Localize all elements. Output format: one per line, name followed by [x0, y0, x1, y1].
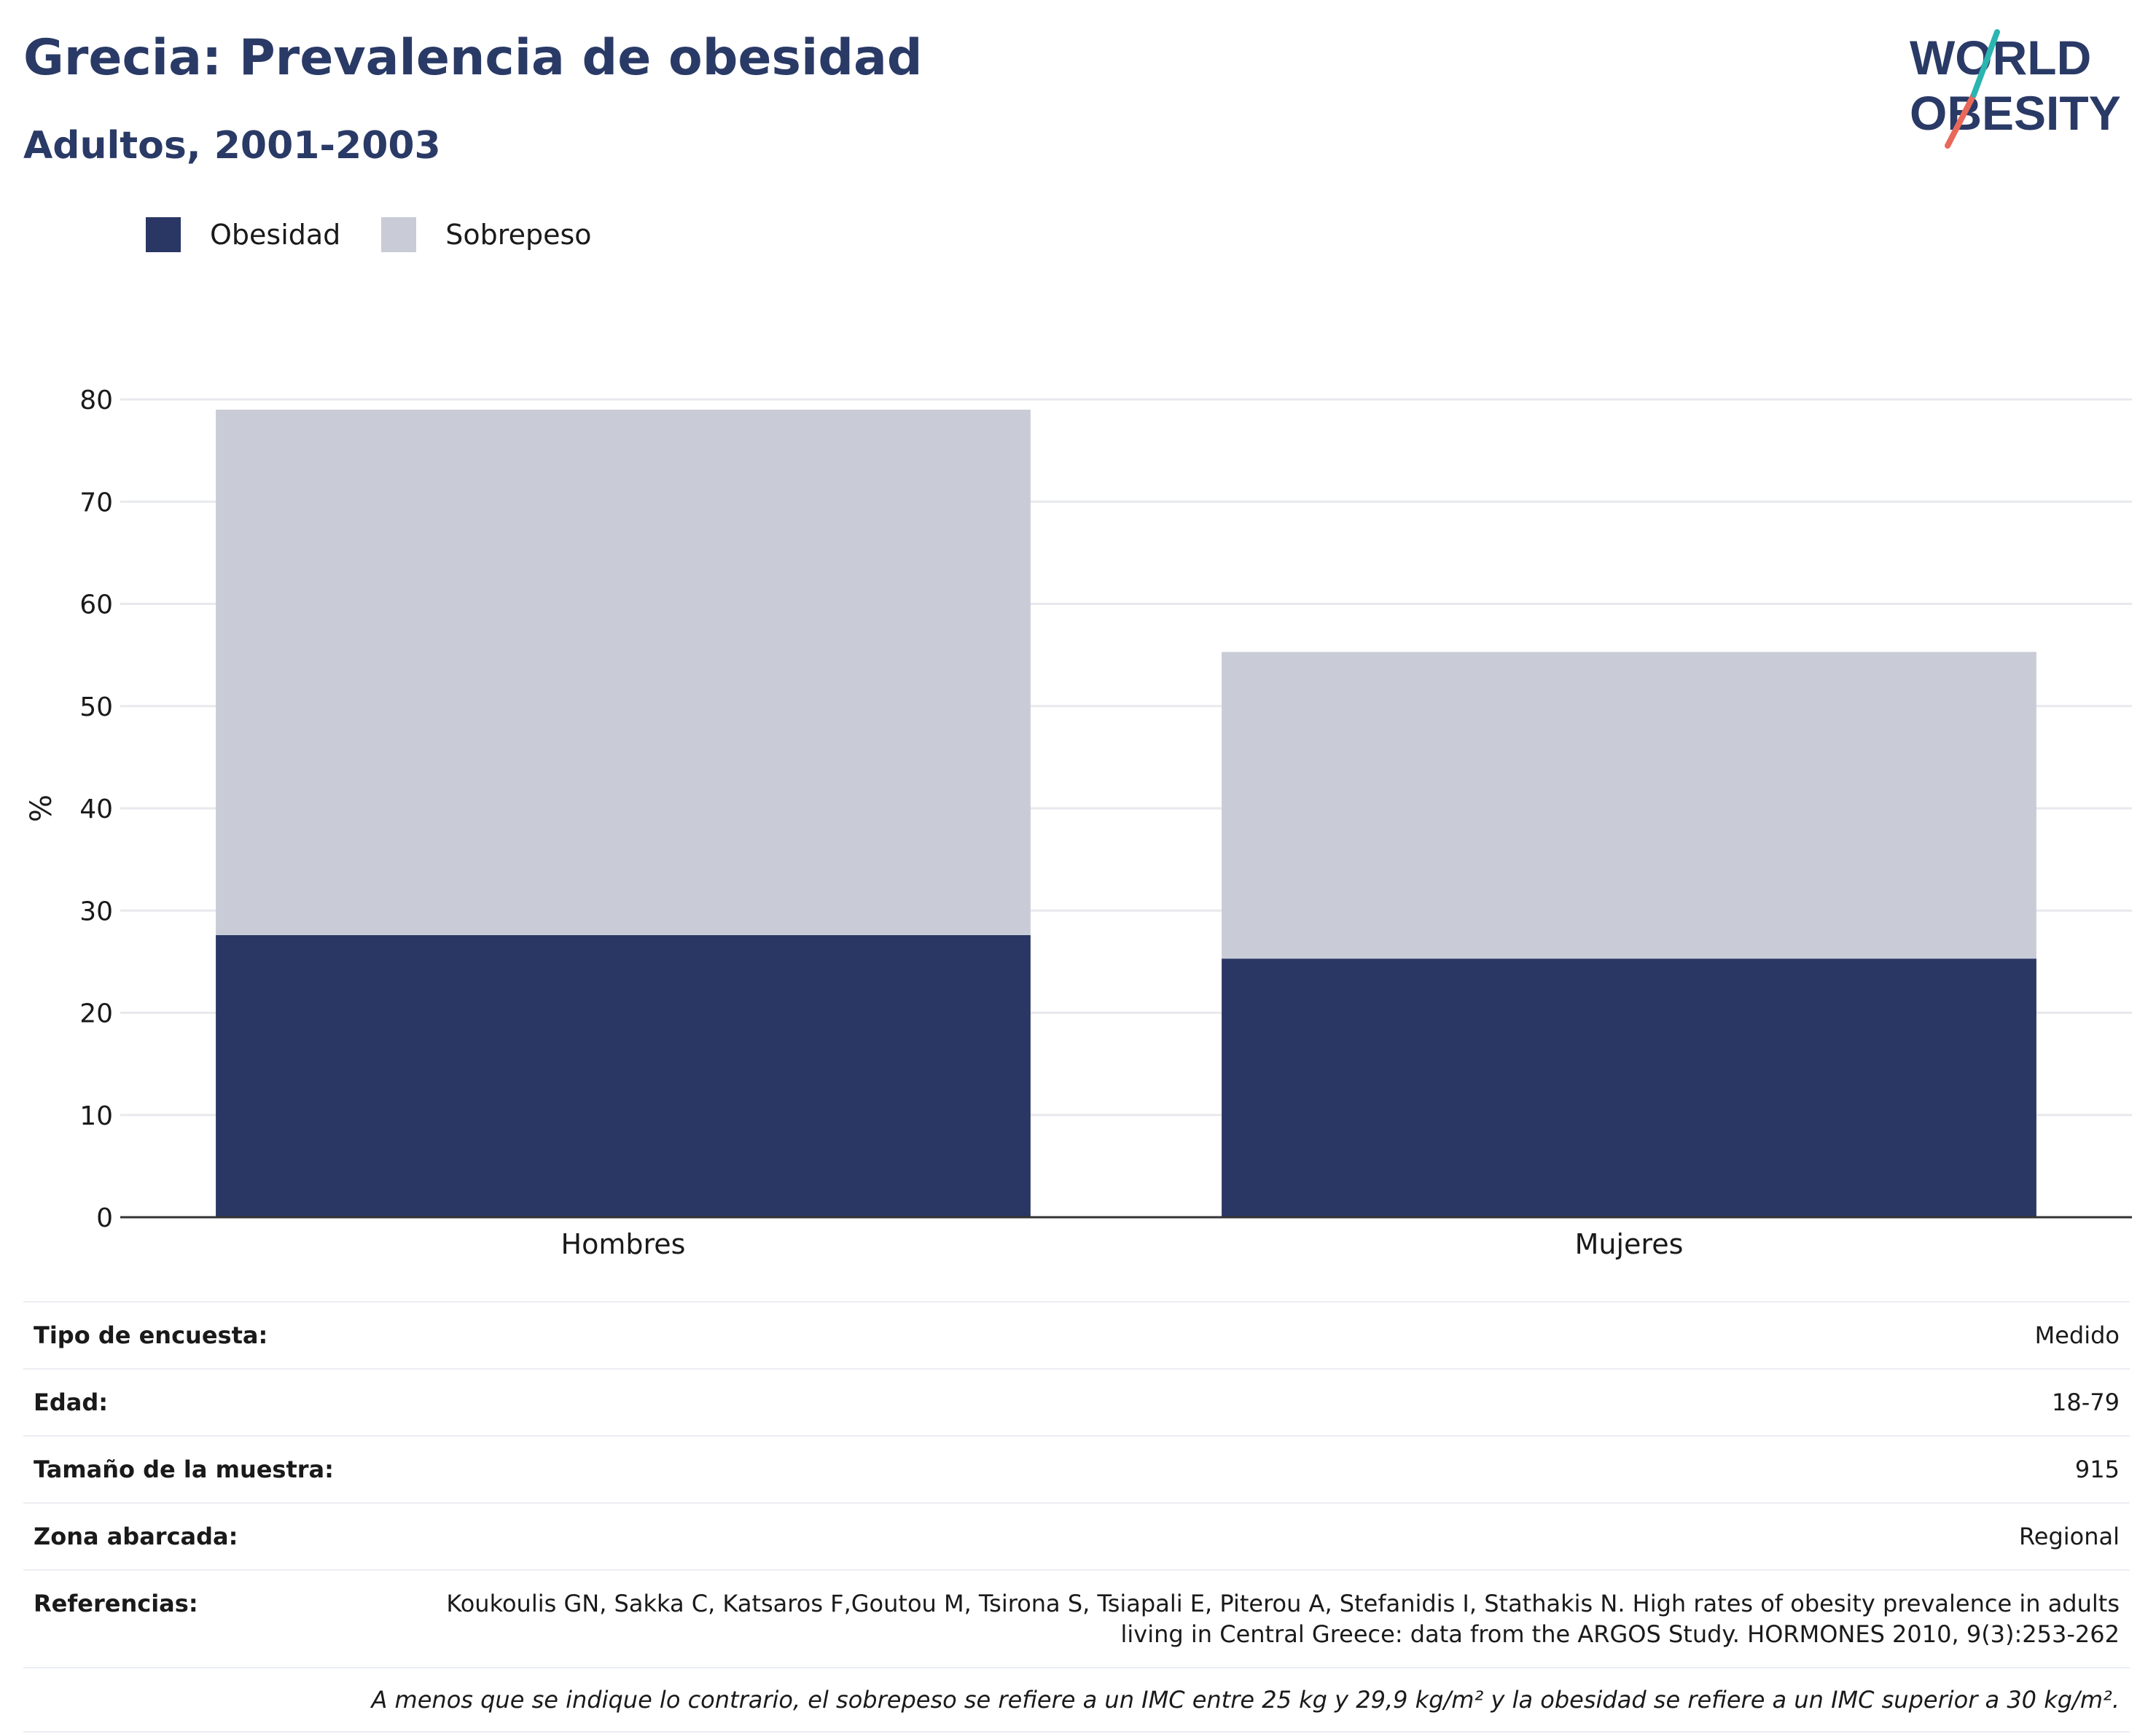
y-tick-label: 30 [79, 897, 113, 926]
legend-swatch-obesidad [146, 217, 181, 252]
chart-legend: Obesidad Sobrepeso [146, 217, 633, 252]
bar-mujeres-obesidad [1222, 958, 2036, 1217]
world-obesity-logo: WORLD OBESITY [1910, 29, 2121, 149]
chart-title: Grecia: Prevalencia de obesidad [23, 29, 923, 87]
y-tick-label: 40 [79, 794, 113, 824]
info-label: Tamaño de la muestra: [34, 1456, 334, 1483]
bars [216, 410, 2036, 1217]
info-row-coverage: Zona abarcada: Regional [23, 1504, 2130, 1571]
y-tick-label: 60 [79, 590, 113, 620]
legend-item-obesidad[interactable]: Obesidad [146, 217, 340, 252]
bar-mujeres-sobrepeso [1222, 652, 2036, 959]
logo-slash-coral [1945, 92, 1977, 149]
info-label: Referencias: [34, 1590, 198, 1617]
info-value: Medido [2034, 1321, 2120, 1349]
bar-hombres-obesidad [216, 934, 1031, 1217]
footnote: A menos que se indique lo contrario, el … [23, 1668, 2130, 1733]
y-tick-label: 10 [79, 1101, 113, 1131]
info-row-age: Edad: 18-79 [23, 1370, 2130, 1437]
chart-subtitle: Adultos, 2001-2003 [23, 124, 441, 168]
x-tick-label: Mujeres [1575, 1228, 1684, 1260]
axes: 0 10 20 30 40 50 60 70 80% Hombres Mujeres [25, 386, 2132, 1260]
survey-info-table: Tipo de encuesta: Medido Edad: 18-79 Tam… [23, 1301, 2130, 1733]
legend-label-sobrepeso: Sobrepeso [445, 219, 592, 251]
info-label: Edad: [34, 1389, 109, 1416]
y-tick-label: 50 [79, 692, 113, 722]
info-label: Zona abarcada: [34, 1523, 238, 1550]
info-row-survey-type: Tipo de encuesta: Medido [23, 1303, 2130, 1370]
info-value: 18-79 [2052, 1389, 2120, 1416]
info-value: 915 [2074, 1456, 2120, 1483]
info-row-sample-size: Tamaño de la muestra: 915 [23, 1437, 2130, 1504]
legend-label-obesidad: Obesidad [210, 219, 341, 251]
x-tick-label: Hombres [561, 1228, 686, 1260]
y-tick-label: 80 [79, 386, 113, 415]
y-axis-label: % [25, 794, 58, 822]
stacked-bar-chart: 0 10 20 30 40 50 60 70 80% Hombres Mujeres [25, 386, 2132, 1260]
y-tick-label: 0 [96, 1203, 113, 1233]
logo-line-1: WORLD [1910, 31, 2091, 85]
logo-line-2: OBESITY [1910, 86, 2121, 140]
bar-hombres-sobrepeso [216, 410, 1031, 935]
info-row-references: Referencias: Koukoulis GN, Sakka C, Kats… [23, 1571, 2130, 1668]
info-value: Koukoulis GN, Sakka C, Katsaros F,Goutou… [446, 1590, 2120, 1648]
legend-item-sobrepeso[interactable]: Sobrepeso [381, 217, 592, 252]
y-tick-label: 20 [79, 999, 113, 1029]
legend-swatch-sobrepeso [381, 217, 417, 252]
info-value: Regional [2018, 1523, 2120, 1550]
logo-slash-teal [1971, 29, 2000, 98]
y-tick-label: 70 [79, 488, 113, 518]
info-label: Tipo de encuesta: [34, 1321, 268, 1349]
